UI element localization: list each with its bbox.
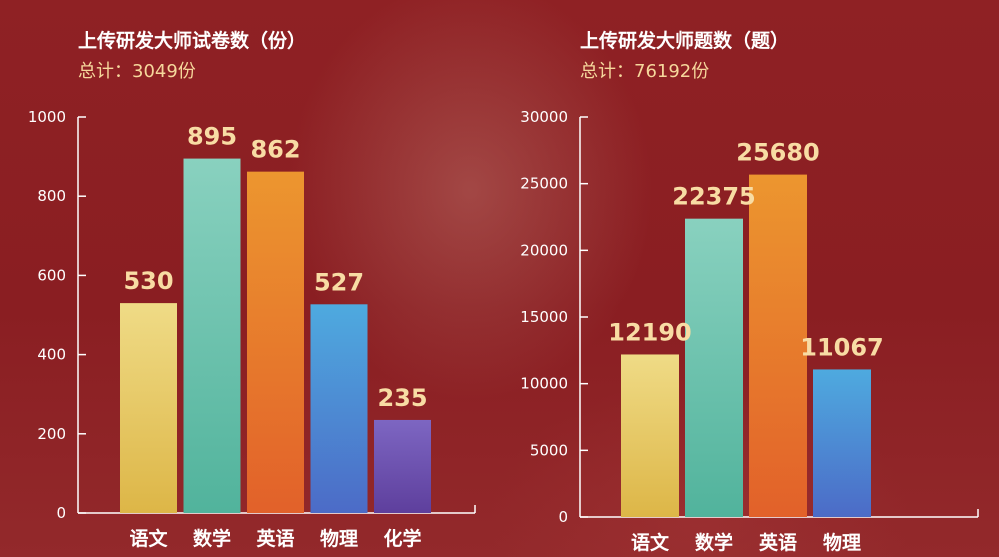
chart-right-total: 总计：76192份 <box>580 61 709 82</box>
bar-value-label: 25680 <box>736 139 820 167</box>
y-tick-label: 200 <box>37 425 66 443</box>
y-tick-label: 1000 <box>28 108 66 126</box>
y-tick-label: 400 <box>37 346 66 364</box>
bar-1 <box>621 354 679 517</box>
y-tick-label: 5000 <box>530 441 568 459</box>
bar-1 <box>120 303 177 513</box>
y-tick-label: 800 <box>37 187 66 205</box>
bar-value-label: 235 <box>377 384 427 412</box>
chart-left-labels: 530 语文 895 数学 862 英语 527 物理 235 化学 <box>123 123 427 550</box>
bar-value-label: 527 <box>314 268 364 296</box>
bar-value-label: 895 <box>187 123 237 151</box>
y-tick-label: 600 <box>37 266 66 284</box>
chart-right-bars <box>621 174 871 517</box>
bar-value-label: 530 <box>123 267 173 295</box>
x-category-label: 物理 <box>823 531 861 554</box>
y-tick-label: 0 <box>56 504 66 522</box>
x-category-label: 语文 <box>631 531 670 554</box>
chart-left-bars <box>120 158 431 513</box>
x-category-label: 语文 <box>129 527 168 550</box>
chart-left-total: 总计：3049份 <box>78 61 196 82</box>
bar-3 <box>247 171 304 513</box>
chart-right-labels: 12190 语文 22375 数学 25680 英语 11067 物理 <box>608 139 884 554</box>
bar-2 <box>685 218 743 517</box>
bar-5 <box>374 419 431 513</box>
x-category-label: 物理 <box>320 527 358 550</box>
bar-3 <box>749 174 807 517</box>
x-category-label: 化学 <box>383 527 421 550</box>
chart-left-title: 上传研发大师试卷数（份） <box>78 29 306 52</box>
bar-value-label: 11067 <box>800 333 884 361</box>
chart-right-title: 上传研发大师题数（题） <box>580 29 789 52</box>
x-category-label: 英语 <box>759 531 797 554</box>
y-tick-label: 10000 <box>520 375 568 393</box>
x-category-label: 英语 <box>256 527 294 550</box>
bar-4 <box>813 369 871 517</box>
y-tick-label: 15000 <box>520 308 568 326</box>
bar-2 <box>183 158 241 513</box>
x-category-label: 数学 <box>695 531 733 554</box>
x-category-label: 数学 <box>193 527 231 550</box>
y-tick-label: 25000 <box>520 175 568 193</box>
bar-value-label: 12190 <box>608 318 692 346</box>
chart-right: 上传研发大师题数（题） 总计：76192份 0 5000 10000 15000 200… <box>520 29 979 554</box>
chart-left: 上传研发大师试卷数（份） 总计：3049份 02004006008001000 … <box>28 29 476 550</box>
bar-value-label: 22375 <box>672 183 756 211</box>
bar-value-label: 862 <box>250 136 300 164</box>
y-tick-label: 0 <box>558 508 568 526</box>
y-tick-label: 30000 <box>520 108 568 126</box>
bar-4 <box>310 304 368 513</box>
chart-right-axes: 0 5000 10000 15000 20000 25000 30000 <box>520 108 979 526</box>
y-tick-label: 20000 <box>520 241 568 259</box>
